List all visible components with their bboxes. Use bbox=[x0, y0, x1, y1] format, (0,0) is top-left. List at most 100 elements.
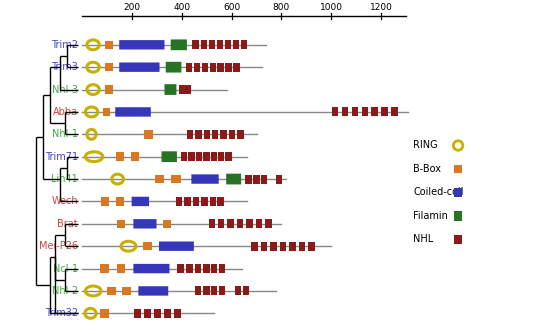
Bar bbox=[204, 130, 210, 139]
Bar bbox=[186, 264, 192, 273]
Bar bbox=[256, 219, 262, 228]
Bar bbox=[246, 219, 253, 228]
Text: Nhl-1: Nhl-1 bbox=[52, 129, 78, 139]
Text: Ncl-1: Ncl-1 bbox=[53, 264, 78, 274]
Bar bbox=[195, 287, 201, 295]
Bar bbox=[218, 219, 224, 228]
Bar bbox=[252, 242, 258, 250]
Bar bbox=[332, 108, 338, 117]
Bar bbox=[122, 287, 131, 295]
Bar bbox=[261, 175, 267, 184]
Text: NHL: NHL bbox=[413, 234, 433, 244]
Bar bbox=[192, 40, 199, 49]
Bar bbox=[143, 242, 151, 250]
Bar bbox=[261, 242, 267, 250]
Bar bbox=[217, 63, 224, 72]
Bar bbox=[253, 175, 260, 184]
Bar bbox=[225, 152, 232, 161]
Bar bbox=[193, 63, 200, 72]
Bar bbox=[209, 197, 216, 206]
Bar bbox=[352, 108, 358, 117]
Bar bbox=[229, 130, 236, 139]
Bar bbox=[144, 309, 151, 318]
Text: 1200: 1200 bbox=[369, 3, 392, 12]
Bar bbox=[217, 40, 223, 49]
Bar bbox=[212, 130, 219, 139]
Bar bbox=[106, 63, 113, 71]
Bar bbox=[203, 152, 209, 161]
Text: Trim2: Trim2 bbox=[51, 40, 78, 50]
Text: Trim71: Trim71 bbox=[45, 152, 78, 162]
FancyBboxPatch shape bbox=[119, 62, 159, 72]
Text: 400: 400 bbox=[173, 3, 190, 12]
Bar bbox=[308, 242, 314, 250]
Bar bbox=[195, 130, 201, 139]
Text: Trim32: Trim32 bbox=[45, 308, 78, 318]
Bar bbox=[101, 197, 109, 206]
Text: Nhl-3: Nhl-3 bbox=[52, 85, 78, 95]
Bar bbox=[188, 152, 195, 161]
Bar bbox=[225, 63, 232, 72]
Bar bbox=[106, 40, 113, 49]
Bar bbox=[233, 40, 239, 49]
Bar bbox=[185, 85, 191, 94]
Bar bbox=[342, 108, 348, 117]
FancyBboxPatch shape bbox=[139, 286, 168, 296]
Text: Nhl-2: Nhl-2 bbox=[52, 286, 78, 296]
FancyBboxPatch shape bbox=[133, 219, 157, 228]
Bar bbox=[217, 197, 224, 206]
Bar bbox=[298, 242, 305, 250]
Bar bbox=[131, 152, 139, 161]
Bar bbox=[174, 309, 181, 318]
Bar bbox=[176, 197, 182, 206]
Bar bbox=[163, 219, 172, 228]
Bar bbox=[211, 152, 217, 161]
Bar bbox=[211, 287, 217, 295]
Text: Filamin: Filamin bbox=[413, 211, 448, 221]
Bar bbox=[237, 130, 244, 139]
FancyBboxPatch shape bbox=[191, 174, 219, 184]
Bar bbox=[372, 108, 378, 117]
Bar bbox=[177, 264, 184, 273]
Text: Brat: Brat bbox=[57, 219, 78, 229]
Bar bbox=[237, 219, 244, 228]
Bar bbox=[200, 40, 207, 49]
Bar bbox=[218, 152, 224, 161]
Bar bbox=[225, 40, 231, 49]
Bar bbox=[208, 219, 215, 228]
Bar bbox=[289, 242, 296, 250]
Bar bbox=[208, 40, 215, 49]
Bar bbox=[134, 309, 141, 318]
FancyBboxPatch shape bbox=[165, 84, 176, 95]
Bar bbox=[280, 242, 286, 250]
Bar bbox=[154, 309, 161, 318]
Bar bbox=[265, 219, 272, 228]
Bar bbox=[454, 235, 462, 244]
Bar bbox=[201, 197, 207, 206]
Bar bbox=[233, 63, 240, 72]
Text: 200: 200 bbox=[124, 3, 141, 12]
Bar bbox=[219, 264, 225, 273]
Bar bbox=[243, 287, 249, 295]
Bar bbox=[221, 130, 227, 139]
Bar bbox=[361, 108, 368, 117]
Bar bbox=[203, 264, 209, 273]
Bar bbox=[171, 175, 181, 183]
Bar bbox=[454, 165, 462, 173]
Bar bbox=[100, 264, 109, 273]
Text: B-Box: B-Box bbox=[413, 164, 441, 174]
FancyBboxPatch shape bbox=[119, 40, 165, 49]
Bar bbox=[116, 152, 124, 161]
Bar bbox=[209, 63, 216, 72]
Bar bbox=[382, 108, 388, 117]
Bar bbox=[195, 264, 201, 273]
Bar bbox=[181, 152, 187, 161]
Bar bbox=[219, 287, 225, 295]
Bar bbox=[391, 108, 398, 117]
FancyBboxPatch shape bbox=[115, 107, 151, 117]
FancyBboxPatch shape bbox=[226, 174, 241, 184]
Text: Coiled-coil: Coiled-coil bbox=[413, 187, 464, 197]
Bar bbox=[116, 197, 124, 206]
Bar bbox=[211, 264, 217, 273]
Bar bbox=[179, 85, 185, 94]
